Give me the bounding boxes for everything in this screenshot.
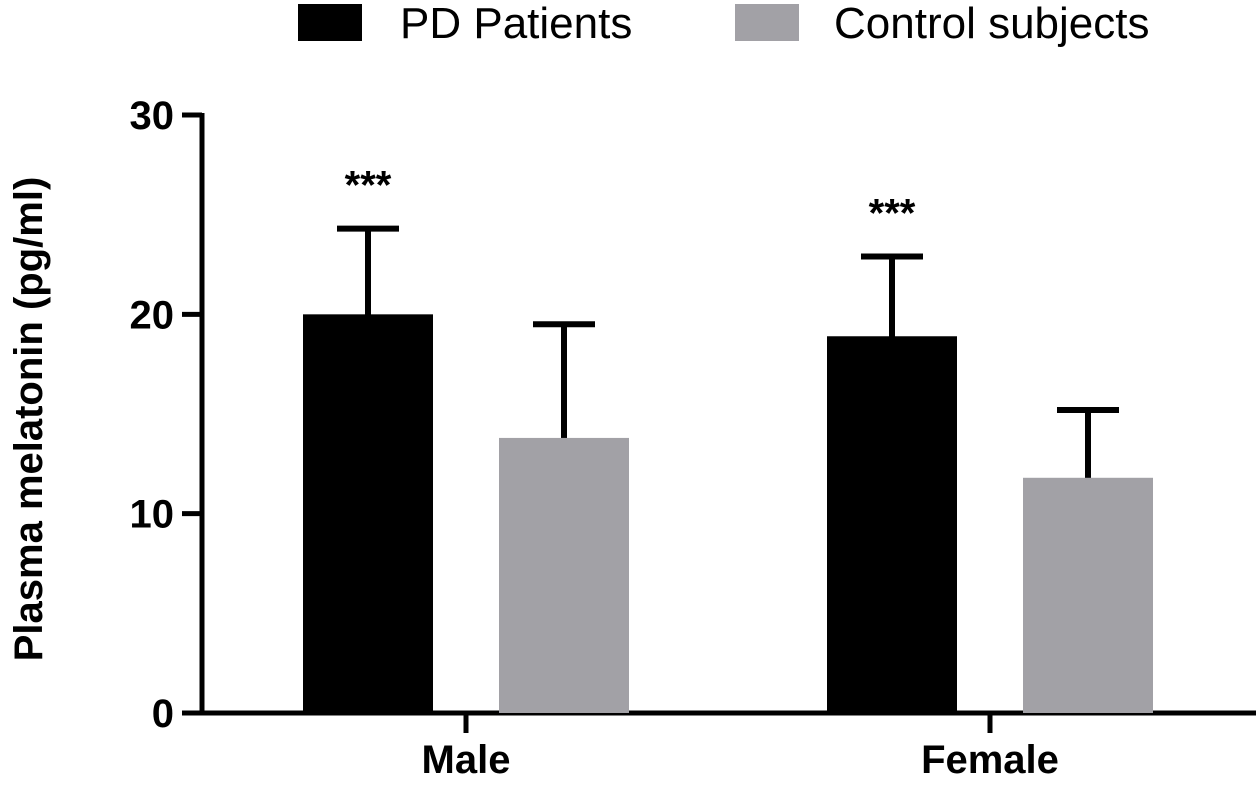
- legend-label-pd-patients: PD Patients: [400, 0, 632, 48]
- legend: PD Patients Control subjects: [298, 0, 1149, 48]
- significance-label-female: ***: [869, 192, 916, 236]
- bar-pd-patients-male: [303, 314, 433, 713]
- y-tick-label-0: 0: [152, 692, 174, 736]
- bars-group: [303, 225, 1153, 713]
- significance-label-male: ***: [345, 164, 392, 208]
- x-tick-label-female: Female: [921, 738, 1059, 780]
- y-tick-label-10: 10: [130, 493, 175, 537]
- y-tick-label-30: 30: [130, 94, 175, 138]
- y-tick-label-20: 20: [130, 293, 175, 337]
- y-axis-title: Plasma melatonin (pg/ml): [7, 177, 51, 662]
- legend-swatch-pd-patients: [298, 4, 362, 41]
- x-tick-label-male: Male: [422, 738, 511, 780]
- labels-group: 0 10 20 30 Plasma melatonin (pg/ml) Male Femal…: [7, 94, 1059, 782]
- bar-control-subjects-male: [499, 437, 629, 713]
- bar-control-subjects-female: [1023, 477, 1153, 713]
- legend-swatch-control-subjects: [735, 4, 799, 41]
- bar-pd-patients-female: [827, 336, 957, 713]
- legend-label-control-subjects: Control subjects: [834, 0, 1149, 48]
